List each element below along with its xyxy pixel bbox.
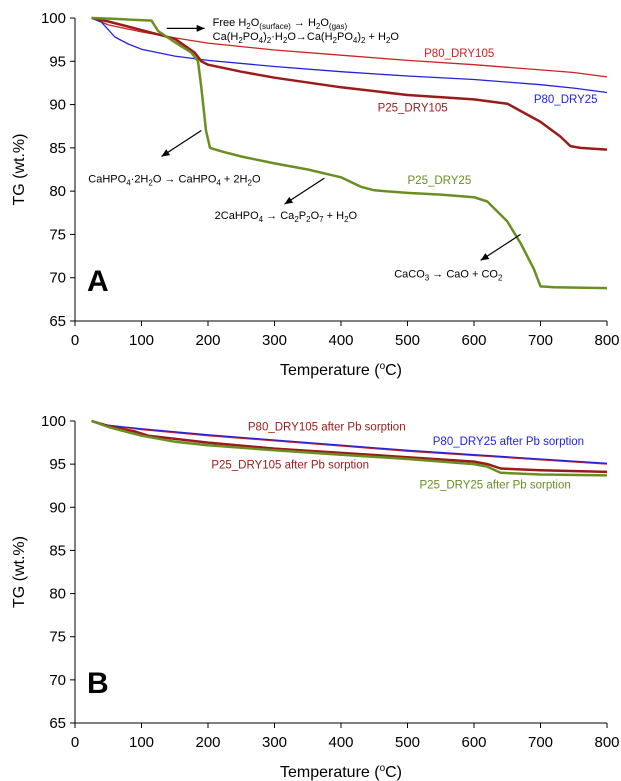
series-line xyxy=(91,16,608,290)
x-axis-title: Temperature (oC) xyxy=(280,763,402,781)
series-label: P25_DRY25 after Pb sorption xyxy=(419,479,570,491)
x-tick-label: 600 xyxy=(461,734,486,751)
y-tick-label: 80 xyxy=(49,586,66,603)
annotation-free-water: Free H2O(surface) → H2O(gas)Ca(H2PO4)2·H… xyxy=(166,17,400,45)
y-tick-label: 70 xyxy=(49,672,66,689)
x-tick-label: 400 xyxy=(328,332,353,349)
arrow-head xyxy=(480,253,490,261)
x-tick-label: 500 xyxy=(395,332,420,349)
annotation-text: 2CaHPO4 → Ca2P2O7 + H2O xyxy=(215,210,358,224)
y-tick-label: 65 xyxy=(49,715,66,732)
series-line xyxy=(91,17,608,94)
series-line xyxy=(91,419,608,477)
y-tick-label: 100 xyxy=(41,10,66,27)
y-tick-label: 95 xyxy=(49,456,66,473)
panel-label: A xyxy=(87,265,109,298)
y-axis-title: TG (wt.%) xyxy=(11,536,28,608)
x-tick-label: 700 xyxy=(528,332,553,349)
series-label: P80_DRY105 xyxy=(424,48,494,60)
x-tick-label: 300 xyxy=(262,332,287,349)
y-tick-label: 85 xyxy=(49,140,66,157)
y-tick-label: 90 xyxy=(49,97,66,114)
x-tick-label: 600 xyxy=(461,332,486,349)
series-line xyxy=(91,420,608,464)
panel-a: 0 100 200 300 400 500 600 700 800 65 70 75 80 85 90 95 1… xyxy=(11,10,620,379)
y-tick-label: 85 xyxy=(49,542,66,559)
panel-label: B xyxy=(87,667,109,700)
x-tick-label: 300 xyxy=(262,734,287,751)
x-tick-label: 400 xyxy=(328,734,353,751)
series-label: P80_DRY25 after Pb sorption xyxy=(433,436,584,448)
x-axis-title: Temperature (oC) xyxy=(280,361,402,379)
series-label: P25_DRY105 after Pb sorption xyxy=(211,459,369,471)
annotation-dehydration: CaHPO4·2H2O → CaHPO4 + 2H2O xyxy=(88,130,261,187)
x-tick-label: 100 xyxy=(129,332,154,349)
y-tick-label: 80 xyxy=(49,183,66,200)
series-line xyxy=(91,419,608,474)
x-tick-label: 200 xyxy=(195,734,220,751)
y-tick-label: 90 xyxy=(49,499,66,516)
annotation-calcite: CaCO3 → CaO + CO2 xyxy=(394,233,521,283)
y-tick-label: 100 xyxy=(41,413,66,430)
x-tick-label: 0 xyxy=(71,332,79,349)
y-tick-label: 65 xyxy=(49,313,66,330)
series-label: P25_DRY105 xyxy=(378,102,448,114)
arrow-head xyxy=(284,196,294,205)
x-tick-label: 800 xyxy=(594,332,619,349)
annotation-text: CaCO3 → CaO + CO2 xyxy=(394,269,503,283)
y-tick-label: 70 xyxy=(49,270,66,287)
arrow-head xyxy=(196,24,205,32)
y-axis-title: TG (wt.%) xyxy=(11,134,28,206)
y-tick-label: 95 xyxy=(49,53,66,70)
panel-b: 0 100 200 300 400 500 600 700 800 65 70 75 80 85 90 95 1… xyxy=(11,413,620,781)
x-tick-label: 0 xyxy=(71,734,79,751)
series-line xyxy=(91,17,608,78)
y-tick-label: 75 xyxy=(49,226,66,243)
series-label: P80_DRY25 xyxy=(534,94,598,106)
series-label: P80_DRY105 after Pb sorption xyxy=(248,421,406,433)
annotation-pyrophosphate: 2CaHPO4 → Ca2P2O7 + H2O xyxy=(215,177,358,224)
annotation-text: Ca(H2PO4)2·H2O→Ca(H2PO4)2 + H2O xyxy=(213,31,400,45)
x-tick-label: 100 xyxy=(129,734,154,751)
annotation-text: Free H2O(surface) → H2O(gas) xyxy=(213,17,348,31)
series-label: P25_DRY25 xyxy=(408,175,472,187)
x-tick-label: 700 xyxy=(528,734,553,751)
x-tick-label: 200 xyxy=(195,332,220,349)
x-tick-label: 500 xyxy=(395,734,420,751)
annotation-text: CaHPO4·2H2O → CaHPO4 + 2H2O xyxy=(88,173,261,187)
arrow-head xyxy=(161,149,171,157)
y-tick-label: 75 xyxy=(49,629,66,646)
x-tick-label: 800 xyxy=(594,734,619,751)
